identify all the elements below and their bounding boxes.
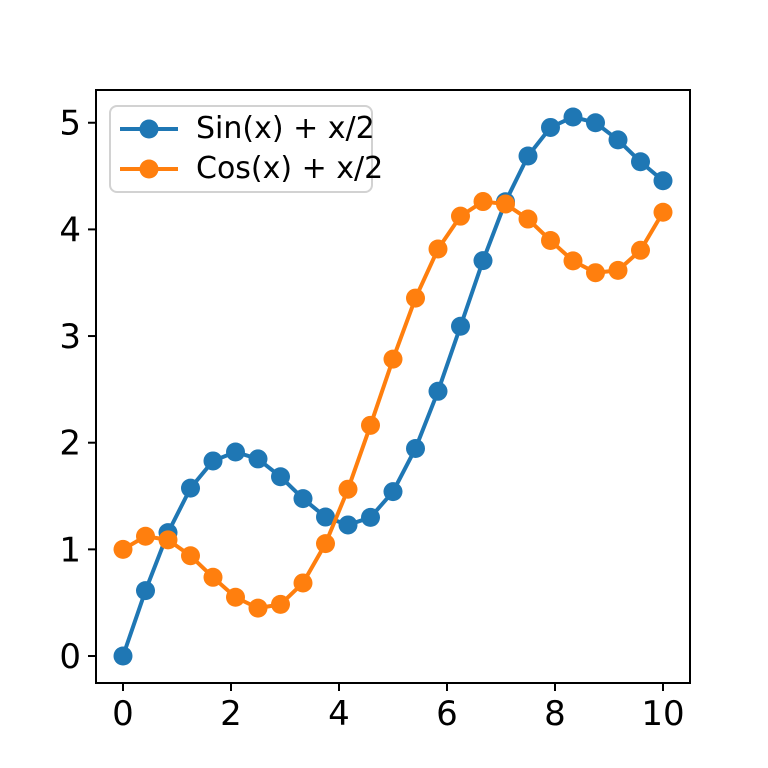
series-cos-marker [541, 230, 560, 250]
y-tick-label: 0 [59, 637, 81, 677]
plot-border [95, 89, 691, 684]
series-sin-marker [361, 507, 380, 527]
series-cos-marker [203, 567, 223, 587]
series-sin-marker [631, 152, 650, 172]
series-cos-marker [406, 288, 425, 308]
series-cos-marker [653, 202, 673, 222]
series-sin-marker [271, 467, 290, 487]
series-cos-marker [473, 192, 493, 212]
y-tick-label: 4 [59, 210, 81, 250]
legend-item: Cos(x) + x/2 [119, 149, 383, 189]
legend-item: Sin(x) + x/2 [119, 109, 375, 149]
x-tick-label: 8 [544, 694, 566, 734]
series-cos-marker [518, 209, 538, 229]
series-sin-marker [203, 451, 223, 471]
y-tick-label: 3 [59, 317, 81, 357]
series-cos-marker [113, 539, 133, 559]
series-cos-marker [361, 415, 380, 435]
series-cos-marker [451, 206, 470, 226]
y-tick-label: 5 [59, 104, 81, 144]
series-sin-marker [406, 438, 425, 458]
series-sin-marker [653, 171, 673, 191]
legend-item-label: Sin(x) + x/2 [196, 111, 375, 146]
series-cos-marker [158, 530, 178, 550]
series-cos-marker [586, 263, 605, 283]
series-sin-marker [293, 489, 313, 509]
series-cos-marker [631, 240, 650, 260]
series-cos-marker [181, 546, 200, 566]
series-cos-marker [136, 526, 155, 546]
series-cos-marker [563, 251, 583, 271]
legend-item-label: Cos(x) + x/2 [196, 151, 384, 186]
series-cos-marker [383, 349, 403, 369]
series-sin-marker [226, 442, 245, 462]
legend-marker-icon [120, 118, 178, 140]
series-sin-marker [383, 482, 403, 502]
series-cos-marker [248, 598, 268, 618]
series-cos-marker [496, 194, 515, 214]
legend-marker-icon [120, 158, 178, 180]
series-sin-marker [563, 107, 583, 127]
x-tick-label: 0 [112, 694, 134, 734]
legend-dot-icon [139, 119, 159, 139]
y-tick-label: 1 [59, 530, 81, 570]
x-tick-label: 2 [220, 694, 242, 734]
series-sin-marker [338, 515, 358, 535]
series-sin-marker [248, 449, 268, 469]
series-sin-marker [473, 251, 493, 271]
series-sin-marker [136, 581, 155, 601]
series-sin-marker [586, 113, 605, 133]
series-sin-marker [316, 507, 335, 527]
series-cos-marker [316, 534, 335, 554]
series-sin-marker [518, 146, 538, 166]
series-cos-marker [428, 239, 448, 259]
series-cos-marker [608, 260, 628, 280]
series-sin-marker [428, 381, 448, 401]
series-cos-marker [293, 573, 313, 593]
series-sin-marker [113, 646, 133, 666]
x-tick-label: 10 [641, 694, 684, 734]
y-tick-label: 2 [59, 424, 81, 464]
series-cos-marker [226, 587, 245, 607]
legend: Sin(x) + x/2 Cos(x) + x/2 [109, 105, 383, 193]
series-sin-marker [541, 117, 560, 137]
x-tick-label: 4 [328, 694, 350, 734]
x-tick-label: 6 [436, 694, 458, 734]
series-cos-marker [338, 479, 358, 499]
series-sin-marker [181, 478, 200, 498]
legend-dot-icon [139, 159, 159, 179]
series-sin-marker [451, 316, 470, 336]
series-cos-marker [271, 594, 290, 614]
series-sin-marker [608, 130, 628, 150]
